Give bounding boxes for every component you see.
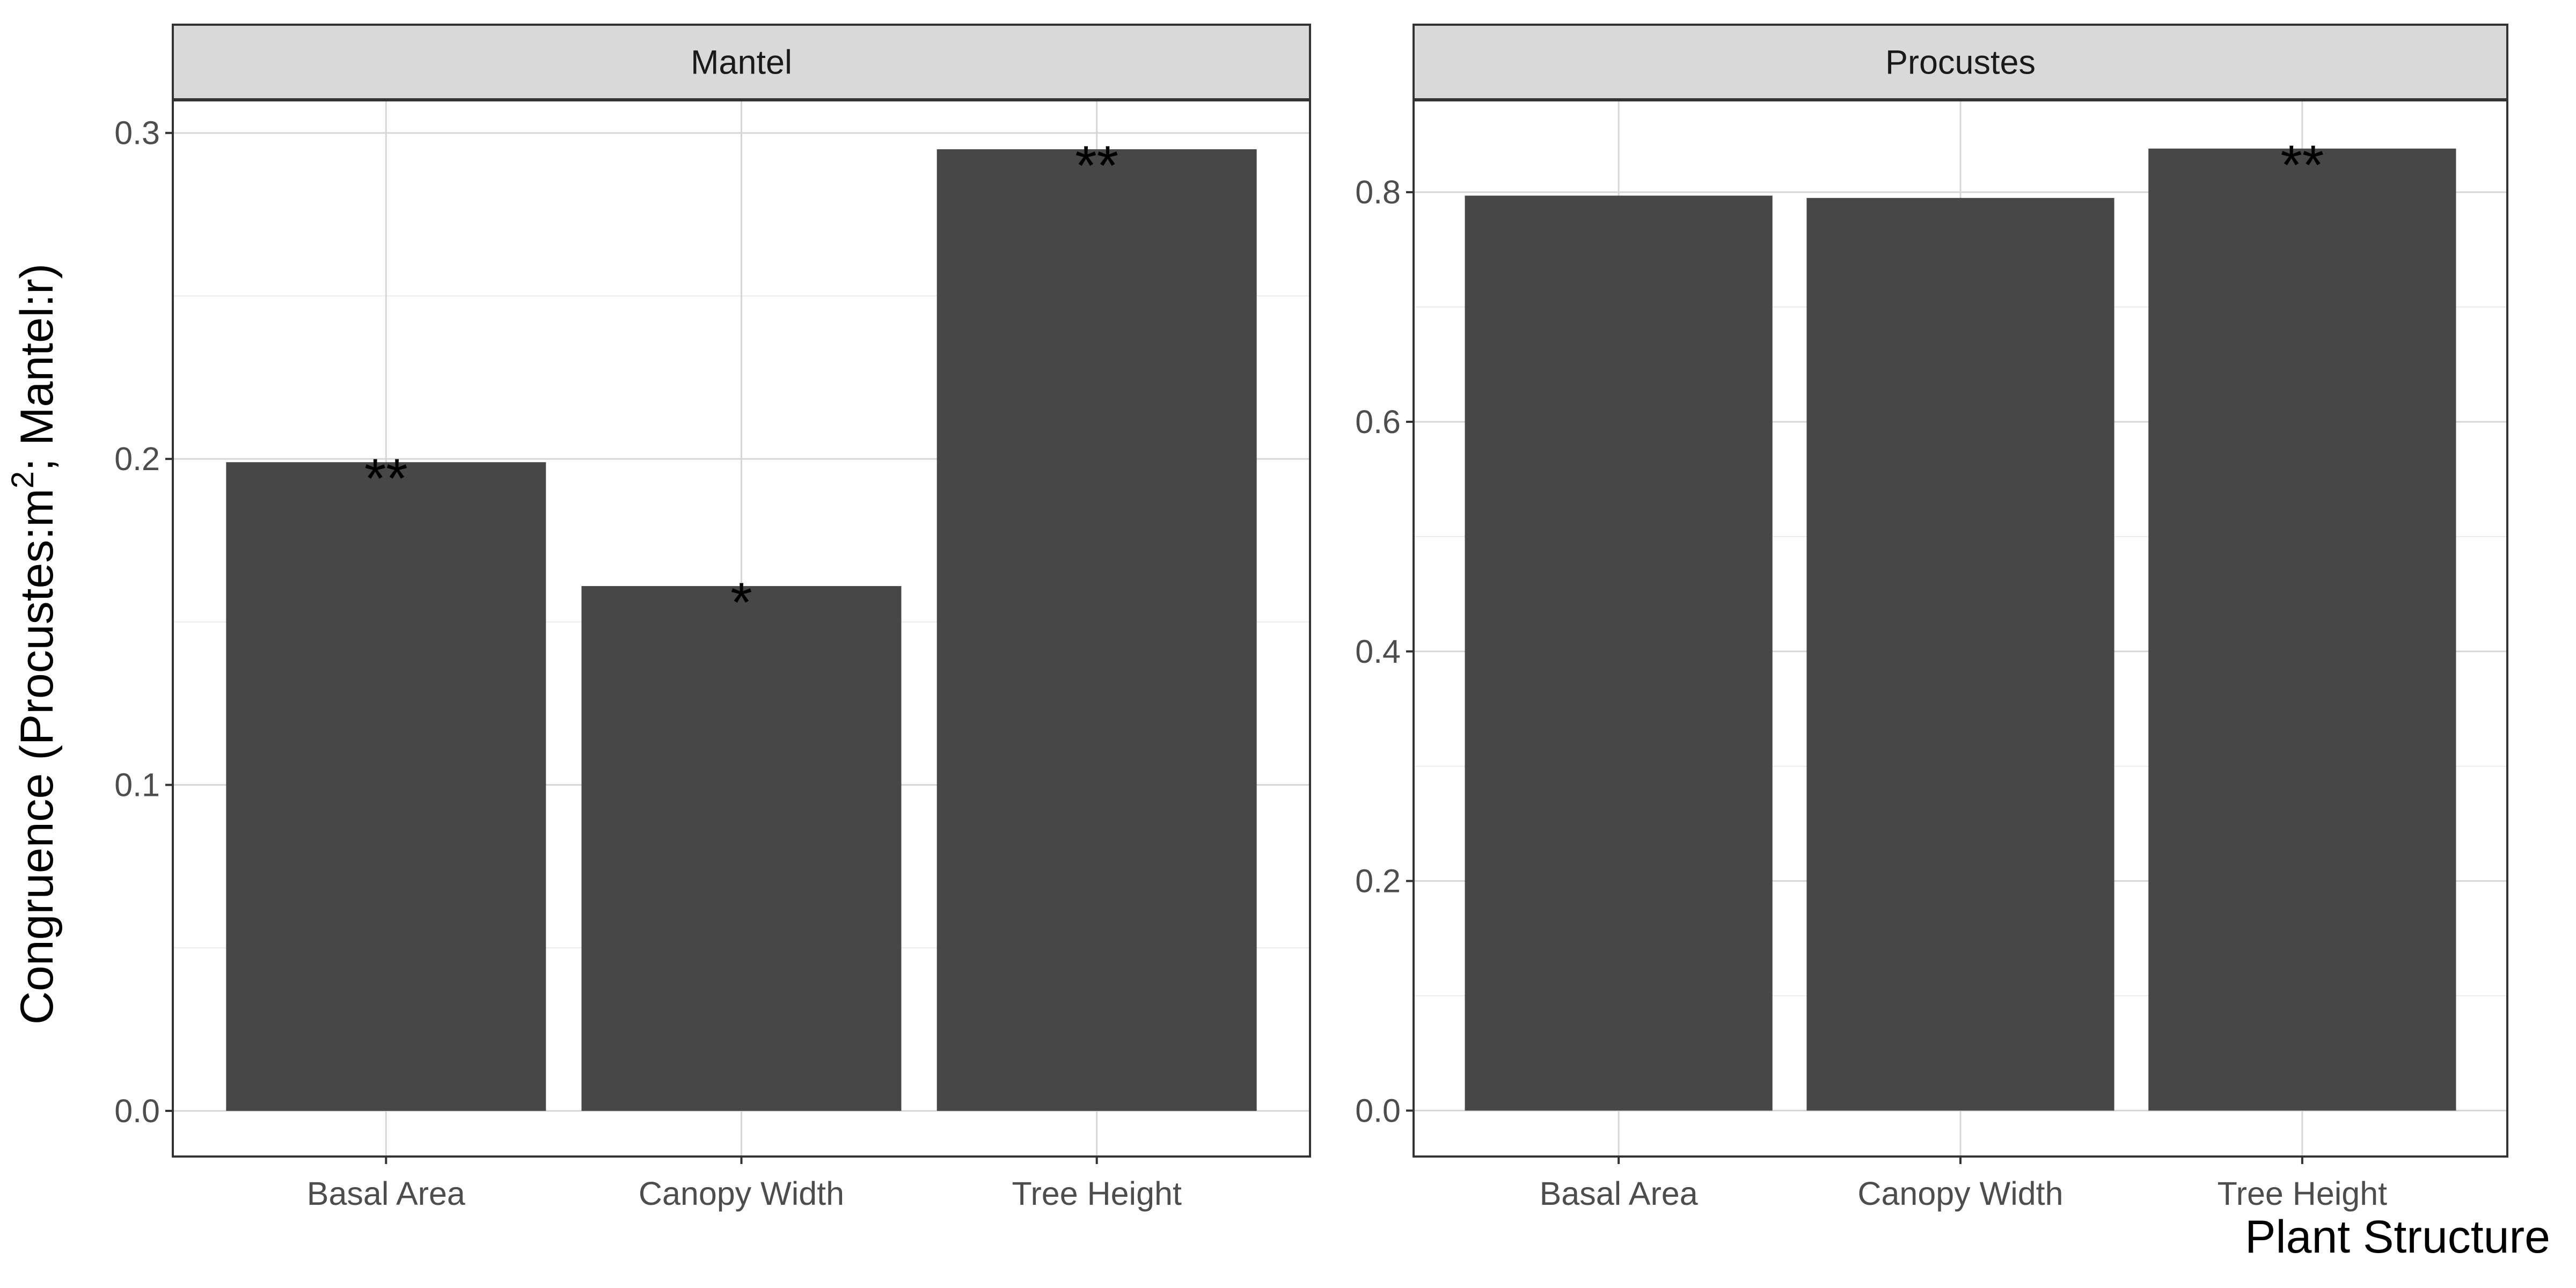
y-tick-label: 0.6 — [1355, 404, 1401, 440]
y-tick-label: 0.1 — [114, 767, 160, 803]
significance-annotation: ** — [364, 448, 408, 510]
y-tick-label: 0.3 — [114, 115, 160, 151]
strip-background — [172, 24, 1311, 100]
y-axis-title: Congruence (Procustes:m2; Mantel:r) — [5, 264, 63, 1024]
x-axis-title: Plant Structure — [2245, 1211, 2550, 1263]
y-tick-label: 0.4 — [1355, 633, 1401, 670]
y-tick-label: 0.2 — [1355, 863, 1401, 899]
significance-annotation: ** — [2280, 134, 2324, 196]
x-tick-label: Tree Height — [2218, 1175, 2387, 1212]
y-axis-title-superscript: 2 — [5, 471, 40, 488]
strip-background — [1413, 24, 2508, 100]
y-tick-label: 0.0 — [114, 1093, 160, 1129]
x-tick-label: Basal Area — [307, 1175, 465, 1212]
significance-annotation: * — [730, 572, 752, 634]
y-axis-title-prefix: Congruence (Procustes:m — [11, 488, 63, 1024]
bar-canopy-width — [1806, 197, 2114, 1111]
x-tick-label: Tree Height — [1012, 1175, 1181, 1212]
bar-basal-area — [1465, 195, 1773, 1111]
strip-label: Procustes — [1885, 44, 2036, 82]
significance-annotation: ** — [1075, 135, 1118, 197]
bar-basal-area — [226, 462, 546, 1111]
bar-canopy-width — [581, 586, 902, 1111]
x-tick-label: Basal Area — [1540, 1175, 1698, 1212]
bar-tree-height — [936, 149, 1257, 1111]
y-tick-label: 0.8 — [1355, 174, 1401, 210]
y-tick-label: 0.2 — [114, 441, 160, 477]
y-axis-title-suffix: ; Mantel:r) — [11, 264, 63, 471]
x-tick-label: Canopy Width — [639, 1175, 844, 1212]
x-tick-label: Canopy Width — [1857, 1175, 2063, 1212]
strip-label: Mantel — [691, 44, 792, 82]
panel-procustes: Procustes 0.0 0.2 0.4 0.6 0.8 ** Basal Area Cano… — [1355, 24, 2508, 1212]
bar-tree-height — [2148, 148, 2456, 1111]
y-tick-label: 0.0 — [1355, 1092, 1401, 1129]
